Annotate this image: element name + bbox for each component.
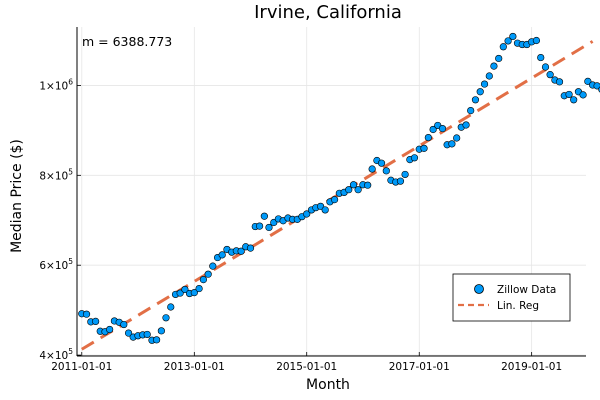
data-point [429, 125, 437, 134]
y-tick-label: 8×105 [39, 167, 73, 182]
data-point [453, 134, 461, 142]
data-point [471, 96, 480, 104]
data-point [106, 325, 114, 334]
data-point [490, 62, 498, 70]
y-axis-title: Median Price ($) [9, 139, 25, 253]
data-point [396, 177, 405, 185]
data-point [495, 54, 503, 63]
chart-title: Irvine, California [254, 2, 402, 23]
data-point [377, 159, 386, 167]
data-point [499, 43, 507, 51]
data-point [420, 144, 428, 152]
x-tick-label: 2015-01-01 [276, 361, 337, 373]
data-point [199, 275, 208, 284]
slope-annotation: m = 6388.773 [82, 34, 172, 49]
data-point [120, 320, 128, 329]
data-point [467, 106, 475, 115]
data-point [321, 206, 329, 214]
data-point [209, 262, 217, 270]
data-point [246, 244, 255, 252]
y-tick-label: 4×105 [39, 347, 73, 362]
legend-box [452, 273, 571, 322]
data-point [265, 223, 273, 232]
data-point [584, 77, 592, 85]
data-point [204, 270, 212, 278]
data-point [532, 36, 541, 45]
data-point [195, 284, 203, 293]
data-point [480, 80, 489, 88]
data-point [570, 96, 578, 104]
legend-label-linreg: Lin. Reg [497, 300, 539, 312]
data-point [448, 140, 456, 148]
x-tick-label: 2019-01-01 [501, 361, 562, 373]
data-point [152, 336, 161, 344]
axes [76, 27, 586, 357]
y-tick-label: 1×106 [39, 77, 73, 92]
data-point [579, 91, 587, 99]
data-point [255, 222, 264, 230]
data-point [330, 195, 339, 204]
legend-label-zillow: Zillow Data [497, 284, 556, 296]
data-point [349, 181, 358, 189]
x-axis-ticks: 2011-01-01 2013-01-01 2015-01-01 2017-01-01… [51, 352, 562, 373]
data-point [368, 165, 376, 173]
y-tick-label: 6×105 [39, 257, 73, 272]
data-point [546, 71, 554, 79]
data-point [541, 63, 550, 71]
data-point [401, 170, 409, 179]
data-point [424, 133, 432, 142]
scatter-series [78, 32, 600, 344]
data-point [537, 53, 545, 62]
data-point [218, 251, 226, 259]
data-point [509, 32, 517, 41]
data-point [181, 285, 189, 294]
data-point [82, 310, 91, 318]
data-point [157, 327, 165, 335]
data-point [345, 186, 353, 194]
data-point [555, 78, 564, 86]
data-point [410, 154, 419, 162]
data-point [167, 303, 175, 311]
data-point [565, 90, 573, 99]
x-axis-title: Month [306, 377, 350, 393]
data-point [382, 167, 390, 175]
data-point [260, 212, 268, 220]
data-point [364, 181, 372, 189]
data-point [143, 330, 151, 339]
data-point [176, 289, 184, 297]
grid [77, 27, 586, 356]
data-point [354, 186, 362, 194]
x-tick-label: 2011-01-01 [51, 361, 112, 373]
y-axis-ticks: 4×105 6×105 8×105 1×106 [39, 77, 81, 362]
data-point [593, 82, 600, 90]
legend-marker-zillow [474, 284, 484, 294]
x-tick-label: 2013-01-01 [164, 361, 225, 373]
data-point [476, 88, 484, 96]
data-point [162, 314, 170, 322]
legend: Zillow Data Lin. Reg [452, 273, 571, 322]
data-point [303, 210, 311, 218]
data-point [462, 121, 470, 129]
data-point [237, 247, 245, 255]
data-point [438, 124, 447, 133]
data-point [124, 329, 133, 337]
data-point [92, 317, 100, 325]
data-point [485, 72, 493, 80]
data-point [504, 37, 512, 45]
data-point [190, 289, 198, 297]
x-tick-label: 2017-01-01 [389, 361, 450, 373]
